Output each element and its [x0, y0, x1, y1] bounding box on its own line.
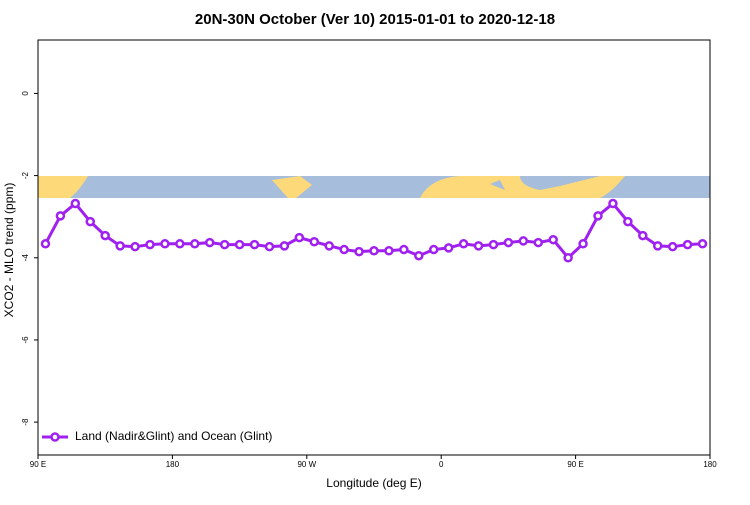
point: [667, 241, 678, 252]
point: [40, 239, 51, 249]
point: [384, 246, 394, 256]
point: [234, 239, 245, 250]
x-tick-label: 90 W: [297, 460, 316, 469]
point: [324, 241, 334, 251]
point: [279, 241, 290, 251]
x-tick-label: 0: [439, 460, 444, 469]
point: [533, 237, 544, 248]
point: [100, 230, 110, 241]
point: [578, 239, 588, 249]
point: [473, 241, 484, 251]
y-tick-label: -2: [21, 171, 30, 179]
point: [249, 239, 260, 250]
point: [160, 239, 170, 249]
x-axis-label: Longitude (deg E): [326, 476, 421, 490]
point: [175, 239, 185, 249]
point: [428, 244, 439, 255]
map-strip: [38, 176, 710, 198]
point: [697, 239, 708, 249]
y-tick-label: 0: [21, 91, 30, 96]
point: [399, 244, 409, 255]
point: [458, 239, 469, 249]
y-tick-label: -8: [21, 418, 30, 426]
point: [294, 232, 305, 243]
point: [488, 239, 499, 250]
point: [204, 237, 215, 248]
x-tick-label: 180: [166, 460, 180, 469]
point: [354, 246, 364, 257]
point: [638, 230, 648, 241]
point: [608, 198, 618, 209]
point: [548, 234, 558, 245]
y-axis-label: XCO2 - MLO trend (ppm): [2, 183, 16, 318]
point: [55, 211, 66, 221]
y-tick-label: -6: [21, 336, 30, 344]
point: [145, 239, 155, 250]
legend-marker: [50, 432, 60, 442]
y-tick-label: -4: [21, 254, 30, 262]
x-tick-label: 90 E: [30, 460, 46, 469]
point: [309, 236, 320, 247]
x-tick-label: 90 E: [567, 460, 583, 469]
point: [623, 216, 633, 227]
plot-frame: [37, 39, 711, 456]
chart-title: 20N-30N October (Ver 10) 2015-01-01 to 2…: [195, 11, 555, 28]
point: [70, 198, 81, 209]
point: [264, 241, 275, 252]
point: [682, 239, 693, 250]
point: [115, 241, 125, 251]
point: [518, 236, 529, 246]
point: [339, 244, 349, 255]
point: [190, 239, 200, 249]
point: [130, 241, 140, 252]
point: [85, 216, 96, 227]
point: [503, 237, 514, 248]
point: [652, 241, 663, 251]
point: [563, 253, 573, 263]
legend-label: Land (Nadir&Glint) and Ocean (Glint): [75, 429, 272, 443]
point: [414, 250, 424, 261]
point: [593, 211, 603, 221]
point: [219, 239, 230, 250]
x-tick-label: 180: [703, 460, 717, 469]
point: [369, 246, 379, 256]
point: [443, 243, 454, 253]
